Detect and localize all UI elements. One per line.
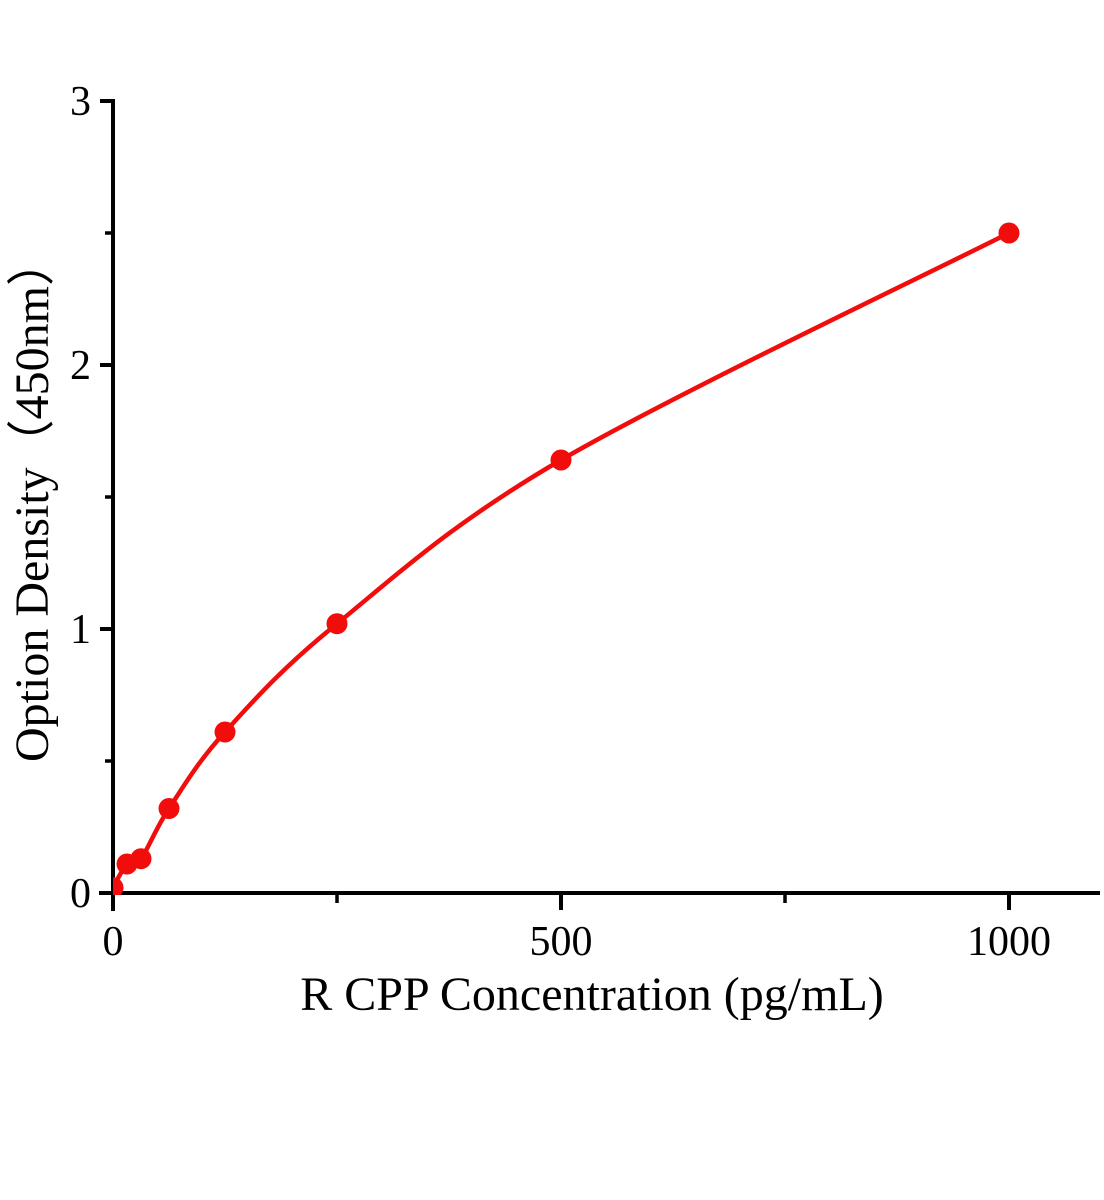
axes: 0 500 1000 0 1 2 3 [70,79,1100,965]
x-axis-title: R CPP Concentration (pg/mL) [300,968,884,1021]
data-point-markers [113,222,1020,895]
data-point [550,449,572,471]
y-axis-tick-labels: 0 1 2 3 [70,79,91,917]
y-axis-ticks [100,99,113,895]
y-axis-title: Option Density（450nm） [6,238,59,762]
data-point [326,613,348,635]
data-point [214,721,236,743]
x-axis-ticks [111,893,1011,910]
y-tick-label: 3 [70,79,91,125]
standard-curve-line [113,230,1011,889]
series-group [113,222,1020,895]
x-tick-label: 1000 [967,919,1051,965]
y-tick-label: 1 [70,607,91,653]
x-tick-label: 0 [103,919,124,965]
data-point [998,222,1020,244]
data-point [113,877,124,895]
y-tick-label: 2 [70,343,91,389]
data-point [130,848,152,870]
data-point [158,798,180,819]
y-tick-label: 0 [70,871,91,917]
x-tick-label: 500 [530,919,593,965]
x-axis-tick-labels: 0 500 1000 [103,919,1052,965]
